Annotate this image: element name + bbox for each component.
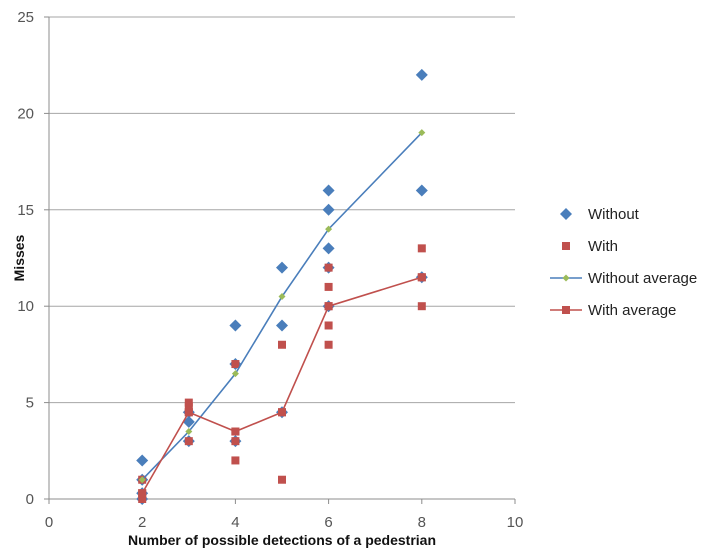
series-1-point-14 bbox=[325, 341, 333, 349]
tick-labels: 0 2 4 6 8 10 0 5 10 15 20 25 bbox=[17, 9, 523, 531]
y-tick-label-0: 0 bbox=[26, 491, 34, 508]
series-1-point-7 bbox=[231, 456, 239, 464]
series-0-point-15 bbox=[323, 242, 335, 254]
series-0-point-9 bbox=[229, 319, 241, 331]
series-1-point-3 bbox=[185, 437, 193, 445]
x-tick-label-4: 8 bbox=[418, 514, 426, 531]
x-tick-label-1: 2 bbox=[138, 514, 146, 531]
series-0-point-17 bbox=[323, 185, 335, 197]
series-1-point-19 bbox=[418, 302, 426, 310]
y-tick-label-2: 10 bbox=[17, 298, 34, 315]
series-1-point-11 bbox=[278, 476, 286, 484]
legend-item-0: Without bbox=[560, 206, 640, 223]
legend-label-0: Without bbox=[588, 206, 640, 223]
series-1-point-8 bbox=[231, 437, 239, 445]
legend-item-3: With average bbox=[550, 302, 676, 319]
series-1-point-6 bbox=[185, 399, 193, 407]
series-3-point-2 bbox=[231, 428, 239, 436]
series-3-point-3 bbox=[278, 408, 286, 416]
legend-marker-1 bbox=[562, 242, 570, 250]
x-tick-label-5: 10 bbox=[507, 514, 524, 531]
x-axis-title: Number of possible detections of a pedes… bbox=[128, 532, 436, 548]
y-tick-label-4: 20 bbox=[17, 105, 34, 122]
legend-marker-3 bbox=[562, 306, 570, 314]
series-3-point-5 bbox=[418, 273, 426, 281]
axes bbox=[44, 17, 515, 504]
legend-item-1: With bbox=[562, 238, 618, 255]
series-1-point-10 bbox=[231, 360, 239, 368]
series-1-point-15 bbox=[325, 321, 333, 329]
series-3-point-1 bbox=[185, 408, 193, 416]
series-0-point-20 bbox=[416, 69, 428, 81]
legend-label-3: With average bbox=[588, 302, 676, 319]
legend-marker-0 bbox=[560, 208, 572, 220]
y-tick-label-5: 25 bbox=[17, 9, 34, 26]
plot-area bbox=[136, 69, 428, 505]
series-0-point-3 bbox=[136, 454, 148, 466]
x-tick-label-3: 6 bbox=[324, 514, 332, 531]
series-1-point-13 bbox=[278, 341, 286, 349]
legend: Without With Without average With average bbox=[550, 206, 697, 319]
y-tick-label-3: 15 bbox=[17, 202, 34, 219]
series-1-point-18 bbox=[325, 264, 333, 272]
series-3-point-0 bbox=[138, 489, 146, 497]
series-3 bbox=[138, 273, 426, 497]
legend-label-2: Without average bbox=[588, 270, 697, 287]
y-axis-title: Misses bbox=[11, 234, 27, 281]
x-tick-label-2: 4 bbox=[231, 514, 239, 531]
series-0-point-12 bbox=[276, 262, 288, 274]
series-3-point-4 bbox=[325, 302, 333, 310]
legend-marker-2 bbox=[563, 275, 570, 282]
legend-label-1: With bbox=[588, 238, 618, 255]
series-0-point-11 bbox=[276, 319, 288, 331]
series-1 bbox=[138, 244, 426, 503]
x-tick-label-0: 0 bbox=[45, 514, 53, 531]
series-1-point-21 bbox=[418, 244, 426, 252]
y-tick-label-1: 5 bbox=[26, 395, 34, 412]
series-1-point-17 bbox=[325, 283, 333, 291]
series-0-point-19 bbox=[416, 185, 428, 197]
series-0-point-16 bbox=[323, 204, 335, 216]
series-line-3 bbox=[142, 277, 422, 493]
legend-item-2: Without average bbox=[550, 270, 697, 287]
